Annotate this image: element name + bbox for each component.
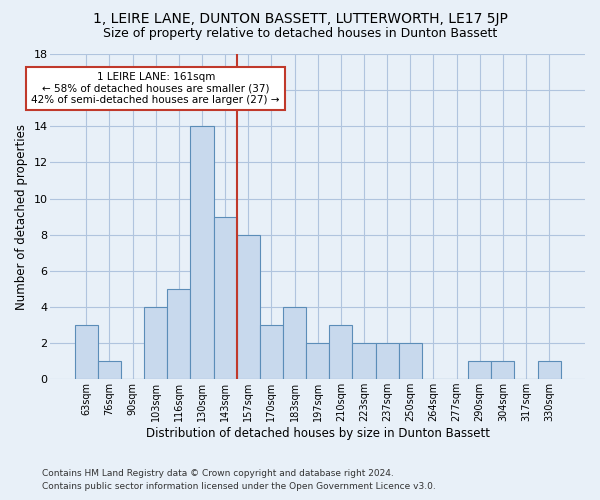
Bar [260, 325, 283, 379]
Bar [167, 289, 190, 379]
Bar [98, 361, 121, 379]
Bar [306, 343, 329, 379]
Bar [376, 343, 399, 379]
X-axis label: Distribution of detached houses by size in Dunton Bassett: Distribution of detached houses by size … [146, 427, 490, 440]
Bar [190, 126, 214, 379]
Text: Contains HM Land Registry data © Crown copyright and database right 2024.: Contains HM Land Registry data © Crown c… [42, 468, 394, 477]
Text: Size of property relative to detached houses in Dunton Bassett: Size of property relative to detached ho… [103, 28, 497, 40]
Bar [75, 325, 98, 379]
Bar [214, 216, 237, 379]
Bar [237, 234, 260, 379]
Text: 1 LEIRE LANE: 161sqm
← 58% of detached houses are smaller (37)
42% of semi-detac: 1 LEIRE LANE: 161sqm ← 58% of detached h… [31, 72, 280, 106]
Y-axis label: Number of detached properties: Number of detached properties [15, 124, 28, 310]
Bar [538, 361, 561, 379]
Bar [283, 307, 306, 379]
Bar [468, 361, 491, 379]
Text: Contains public sector information licensed under the Open Government Licence v3: Contains public sector information licen… [42, 482, 436, 491]
Bar [399, 343, 422, 379]
Bar [329, 325, 352, 379]
Bar [144, 307, 167, 379]
Text: 1, LEIRE LANE, DUNTON BASSETT, LUTTERWORTH, LE17 5JP: 1, LEIRE LANE, DUNTON BASSETT, LUTTERWOR… [92, 12, 508, 26]
Bar [491, 361, 514, 379]
Bar [352, 343, 376, 379]
